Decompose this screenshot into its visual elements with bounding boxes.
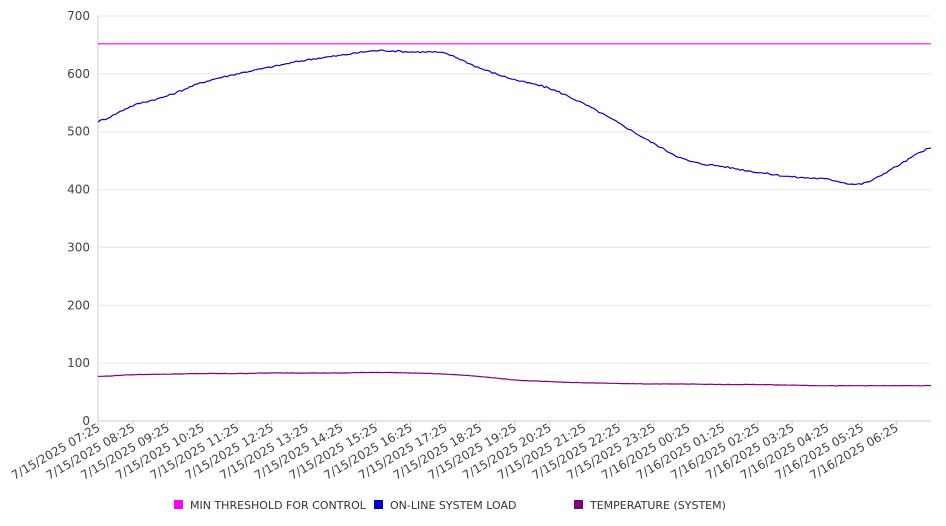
- y-tick-label: 500: [67, 125, 90, 139]
- series-line-2: [97, 371, 932, 387]
- legend-label: MIN THRESHOLD FOR CONTROL: [190, 499, 367, 512]
- y-tick-label: 200: [67, 298, 90, 312]
- y-tick-label: 100: [67, 356, 90, 370]
- y-tick-label: 0: [82, 414, 90, 428]
- series-line-1: [97, 49, 932, 186]
- legend-swatch: [374, 500, 383, 509]
- x-axis: 7/15/2025 07:257/15/2025 08:257/15/2025 …: [9, 420, 931, 483]
- y-tick-label: 600: [67, 67, 90, 81]
- legend-label: TEMPERATURE (SYSTEM): [589, 499, 726, 512]
- legend: MIN THRESHOLD FOR CONTROL ON-LINE SYSTEM …: [174, 499, 726, 512]
- series-lines: [97, 43, 932, 387]
- y-axis: 0 100 200 300 400 500 600 700: [67, 9, 99, 428]
- y-tick-label: 700: [67, 9, 90, 23]
- legend-label: ON-LINE SYSTEM LOAD: [390, 499, 516, 512]
- legend-swatch: [574, 500, 583, 509]
- y-tick-label: 300: [67, 240, 90, 254]
- legend-swatch: [174, 500, 183, 509]
- y-tick-label: 400: [67, 183, 90, 197]
